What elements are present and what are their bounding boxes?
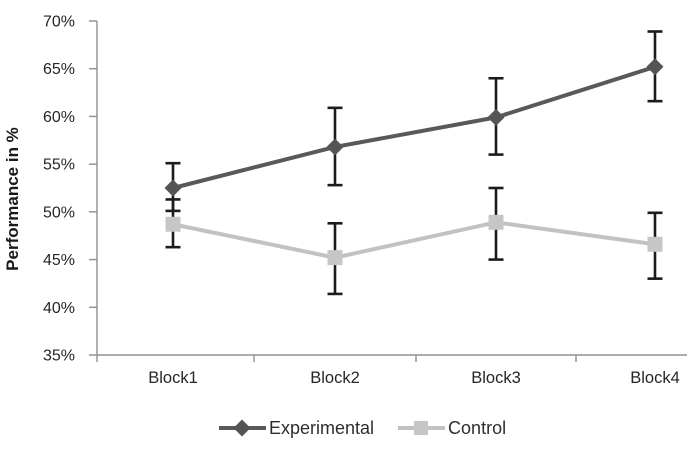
legend-label-control: Control xyxy=(448,417,507,438)
experimental-legend-marker-icon xyxy=(219,417,266,439)
marker-experimental xyxy=(164,179,182,197)
x-axis-label: Block4 xyxy=(630,369,680,387)
y-tick-label: 35% xyxy=(43,348,75,365)
square-marker-icon xyxy=(414,421,429,435)
x-axis-label: Block2 xyxy=(310,369,360,387)
series-line-experimental xyxy=(172,64,656,190)
marker-control xyxy=(165,216,181,232)
control-legend-marker-icon xyxy=(398,417,446,439)
marker-control xyxy=(647,236,663,252)
marker-experimental xyxy=(646,58,664,76)
legend: Experimental Control xyxy=(219,417,506,439)
y-tick-label: 50% xyxy=(43,204,75,221)
series-line-control xyxy=(172,220,656,260)
y-tick-label: 55% xyxy=(43,157,75,174)
y-tick-label: 40% xyxy=(43,300,75,317)
y-tick-label: 60% xyxy=(43,109,75,126)
marker-experimental xyxy=(487,108,505,126)
diamond-marker-icon xyxy=(233,419,251,437)
marker-control xyxy=(488,214,504,230)
legend-label-experimental: Experimental xyxy=(269,417,375,438)
y-tick-label: 65% xyxy=(43,61,75,78)
marker-experimental xyxy=(326,138,344,156)
y-tick-label: 70% xyxy=(43,14,75,31)
legend-item-control: Control xyxy=(398,417,506,439)
x-axis-label: Block3 xyxy=(471,369,521,387)
legend-item-experimental: Experimental xyxy=(219,417,374,439)
marker-control xyxy=(327,250,343,266)
y-tick-label: 45% xyxy=(43,252,75,269)
x-axis-label: Block1 xyxy=(148,369,198,387)
